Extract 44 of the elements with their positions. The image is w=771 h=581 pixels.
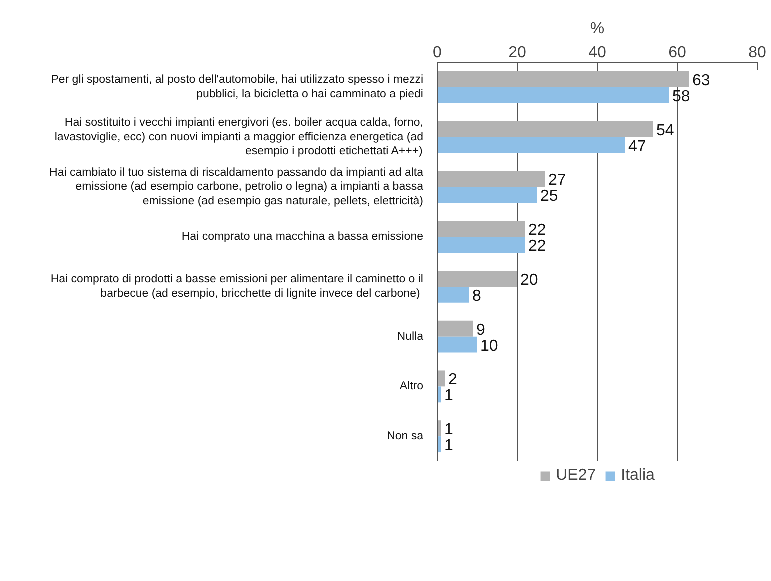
y-tick-label: Non sa (387, 430, 424, 443)
data-label: 1 (444, 422, 454, 439)
bar (438, 187, 538, 204)
x-tick-label: 40 (588, 44, 606, 62)
bar (438, 71, 690, 88)
bar (438, 286, 470, 303)
bar (438, 171, 546, 188)
y-tick-label: Hai comprato di prodotti a basse emissioni per alimentare il caminetto o il barbecue (ad esempio, bricchette di lignite invece del carbone) (50, 274, 424, 300)
data-label: 2 (448, 372, 458, 389)
data-label: 54 (656, 122, 674, 140)
y-tick-label: Altro (400, 380, 424, 393)
x-tick-label: 20 (508, 44, 526, 62)
x-tick-label: 80 (748, 44, 766, 62)
data-label: 47 (628, 138, 646, 156)
data-label: 1 (444, 388, 454, 405)
bar (438, 137, 626, 154)
bar (438, 320, 474, 337)
data-label: 10 (480, 338, 498, 355)
bar (438, 370, 446, 387)
x-tick-label: 0 (433, 44, 442, 62)
x-tick-label: 60 (668, 44, 686, 62)
data-label: 20 (520, 272, 538, 289)
y-tick-label: Hai sostituito i vecchi impianti energivori (es. boiler acqua calda, forno, lavastoviglie, ecc) con nuovi impianti a maggior efficienza energetica (ad esempio i prodotti etichettati A+++) (54, 116, 424, 158)
data-label: 25 (540, 188, 558, 206)
data-label: 22 (528, 222, 546, 240)
legend-label: UE27 (556, 467, 596, 485)
bar (438, 270, 518, 287)
x-axis-title: % (590, 20, 605, 38)
data-label: 9 (476, 322, 486, 339)
data-label: 63 (692, 72, 710, 90)
bar (438, 336, 478, 353)
y-tick-label: Per gli spostamenti, al posto dell'automobile, hai utilizzato spesso i mezzi pubblici, la bicicletta o hai camminato a piedi (51, 74, 424, 101)
legend-label: Italia (621, 467, 655, 485)
bar (438, 87, 670, 104)
y-tick-label: Hai comprato una macchina a bassa emissione (182, 231, 424, 244)
y-tick-label: Nulla (397, 330, 424, 343)
bar (438, 221, 526, 238)
bar (438, 121, 654, 138)
bar (438, 237, 526, 254)
data-label: 1 (444, 438, 454, 455)
data-label: 22 (528, 238, 546, 256)
data-label: 8 (472, 288, 482, 305)
data-label: 27 (548, 172, 566, 190)
y-tick-label: Hai cambiato il tuo sistema di riscaldamento passando da impianti ad alta emissione (ad esempio carbone, petrolio o legna) a impianti a bassa emissione (ad esempio gas naturale, pellets, elettricità) (50, 166, 424, 208)
